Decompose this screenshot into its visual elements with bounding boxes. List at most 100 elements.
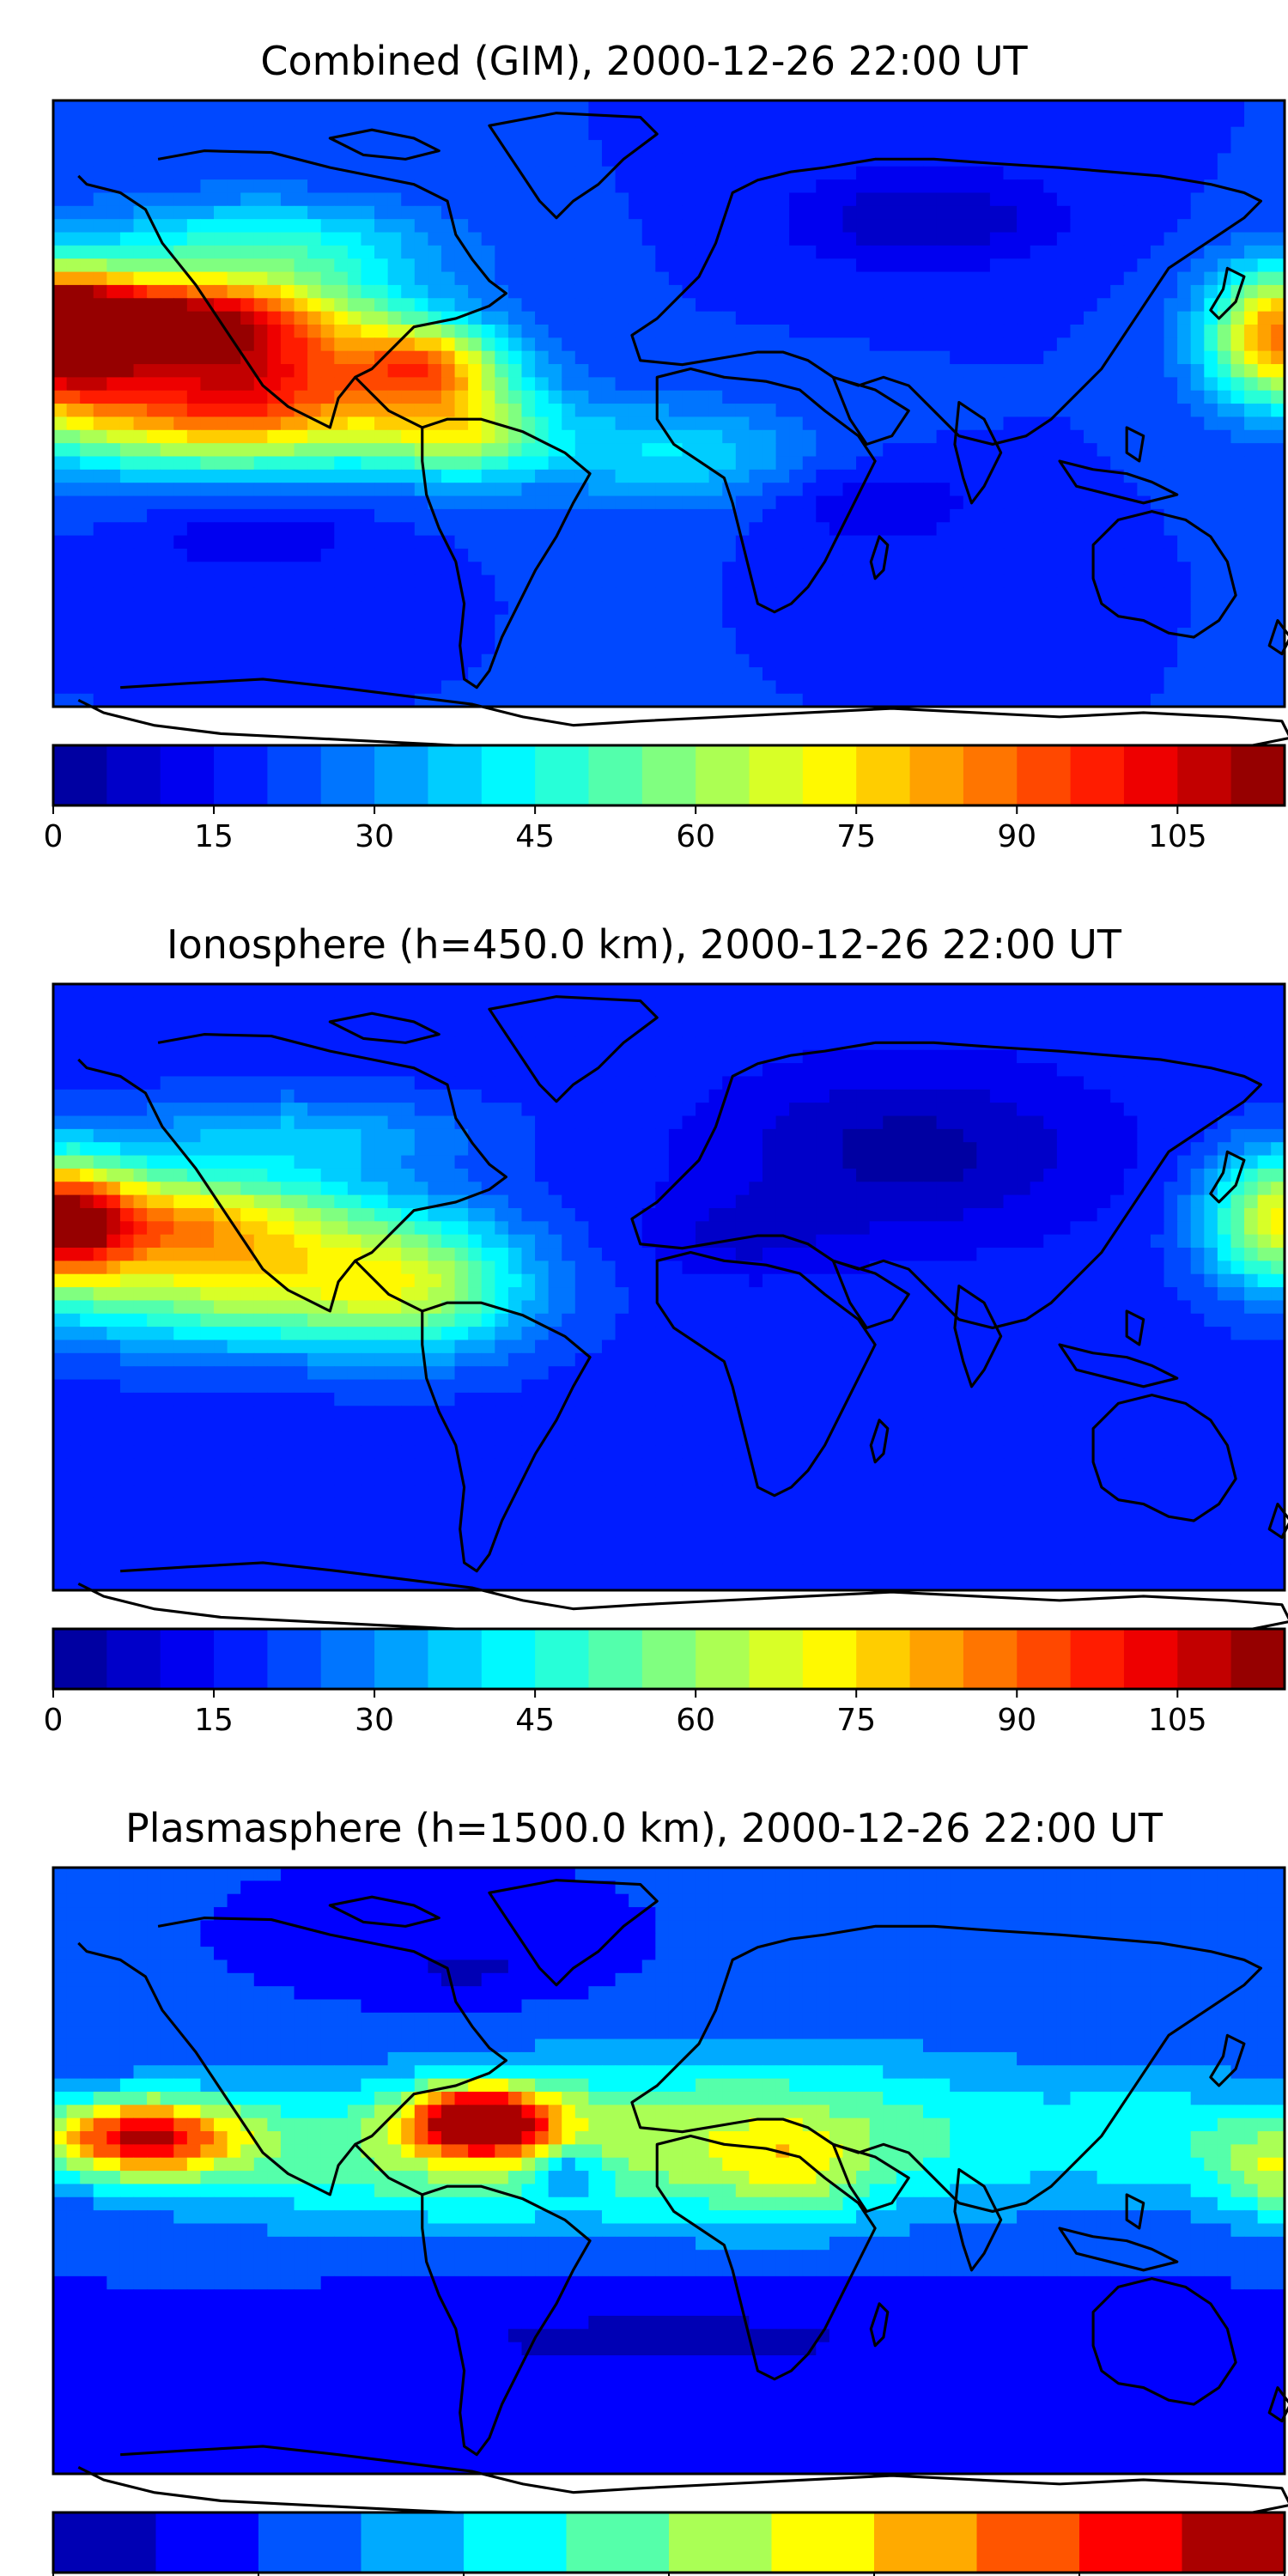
contour-cell [1084, 245, 1098, 259]
contour-cell [708, 179, 723, 194]
contour-cell [950, 601, 964, 616]
contour-cell [1097, 298, 1111, 313]
contour-cell [574, 284, 589, 299]
contour-cell [869, 258, 884, 273]
contour-cell [1110, 1063, 1125, 1078]
contour-cell [334, 416, 349, 431]
contour-cell [521, 350, 536, 365]
contour-cell [1003, 1049, 1018, 1064]
contour-cell [1163, 1063, 1178, 1078]
contour-cell [240, 100, 255, 114]
contour-cell [1017, 166, 1031, 180]
contour-cell [909, 140, 924, 154]
contour-cell [1137, 680, 1151, 695]
contour-cell [186, 587, 202, 602]
contour-cell [1070, 192, 1084, 207]
contour-cell [66, 205, 81, 220]
contour-cell [106, 443, 121, 458]
contour-cell [1163, 219, 1178, 234]
contour-cell [829, 574, 844, 589]
contour-cell [521, 205, 536, 220]
contour-cell [896, 140, 911, 154]
contour-cell [1043, 1010, 1058, 1024]
contour-cell [1230, 153, 1245, 167]
contour-cell [816, 535, 830, 550]
contour-cell [829, 628, 844, 641]
contour-cell [816, 574, 830, 589]
contour-cell [1084, 628, 1098, 641]
contour-cell [106, 245, 121, 259]
contour-cell [253, 179, 268, 194]
contour-cell [1017, 680, 1031, 695]
contour-cell [1257, 614, 1272, 629]
contour-cell [1204, 508, 1218, 523]
contour-cell [896, 587, 911, 602]
contour-cell [521, 548, 536, 562]
contour-cell [601, 562, 617, 576]
contour-cell [842, 179, 857, 194]
contour-cell [1257, 562, 1272, 576]
contour-cell [347, 350, 362, 365]
colorbar-segment [535, 745, 589, 805]
contour-cell [535, 1036, 550, 1051]
contour-cell [1177, 192, 1192, 207]
contour-cell [641, 153, 656, 167]
contour-cell [548, 1063, 562, 1078]
contour-cell [682, 1036, 696, 1051]
contour-cell [80, 548, 94, 562]
contour-cell [66, 219, 81, 234]
contour-cell [883, 495, 897, 510]
contour-cell [1230, 483, 1245, 497]
contour-cell [1017, 205, 1031, 220]
contour-cell [629, 680, 643, 695]
contour-cell [253, 166, 268, 180]
contour-cell [615, 614, 629, 629]
contour-cell [1056, 324, 1072, 338]
contour-cell [66, 548, 81, 562]
contour-cell [374, 298, 389, 313]
contour-cell [1257, 522, 1272, 537]
contour-cell [789, 219, 804, 234]
contour-cell [1123, 153, 1138, 167]
contour-cell [240, 469, 255, 483]
contour-cell [869, 311, 884, 325]
contour-cell [976, 997, 991, 1012]
contour-cell [976, 641, 991, 655]
contour-cell [816, 680, 830, 695]
contour-cell [615, 535, 629, 550]
contour-cell [615, 548, 629, 562]
contour-cell [548, 508, 562, 523]
contour-cell [1217, 628, 1232, 641]
contour-cell [601, 416, 617, 431]
contour-cell [682, 258, 696, 273]
contour-cell [387, 614, 402, 629]
contour-cell [655, 404, 670, 418]
contour-cell [1271, 562, 1285, 576]
contour-cell [856, 1063, 871, 1078]
contour-cell [883, 271, 897, 286]
contour-cell [682, 1024, 696, 1037]
contour-cell [722, 508, 737, 523]
contour-cell [495, 219, 509, 234]
contour-cell [147, 483, 161, 497]
contour-cell [842, 219, 857, 234]
contour-cell [267, 350, 282, 365]
contour-cell [160, 284, 174, 299]
contour-cell [601, 364, 617, 378]
contour-cell [495, 535, 509, 550]
contour-cell [1257, 153, 1272, 167]
contour-cell [53, 153, 68, 167]
contour-cell [548, 232, 562, 246]
contour-cell [641, 522, 656, 537]
contour-cell [668, 1076, 683, 1091]
contour-cell [1043, 997, 1058, 1012]
contour-cell [133, 693, 148, 708]
contour-cell [802, 140, 817, 154]
contour-cell [80, 456, 94, 471]
contour-cell [775, 548, 790, 562]
contour-cell [574, 205, 589, 220]
contour-cell [963, 456, 977, 471]
contour-cell [762, 232, 777, 246]
contour-cell [1271, 258, 1285, 273]
contour-cell [1163, 377, 1178, 392]
